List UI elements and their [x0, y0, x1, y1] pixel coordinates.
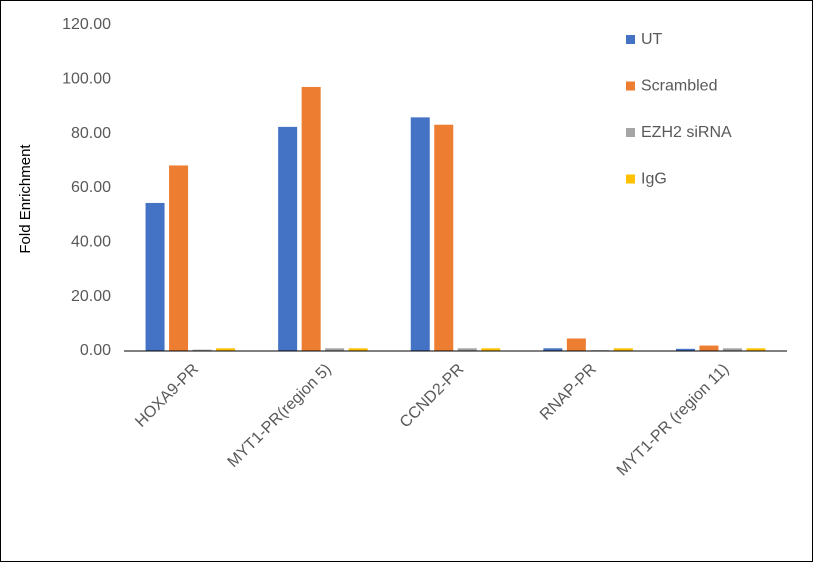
y-tick-label: 60.00 — [71, 179, 111, 196]
bar — [278, 126, 298, 351]
bar — [216, 348, 236, 351]
bar — [169, 165, 189, 351]
legend-swatch — [626, 81, 635, 91]
y-axis-ticks: 0.00 20.00 40.00 60.00 80.00 100.00 120.00 — [62, 16, 111, 359]
legend-label: Scrambled — [641, 78, 717, 95]
legend-swatch — [626, 35, 635, 44]
legend-swatch — [626, 174, 635, 184]
y-tick-label: 40.00 — [71, 234, 111, 251]
legend: UT Scrambled EZH2 siRNA IgG — [626, 31, 732, 188]
x-axis-category-labels: HOXA9-PR MYT1-PR(region 5) CCND2-PR RNAP-PR… — [132, 361, 732, 480]
bar — [145, 202, 165, 351]
bar — [746, 348, 766, 351]
x-tick-label: RNAP-PR — [537, 361, 600, 424]
y-tick-label: 20.00 — [71, 288, 111, 305]
x-tick-label: MYT1-PR (region 11) — [614, 361, 733, 480]
y-tick-label: 100.00 — [62, 71, 111, 88]
bar — [434, 124, 454, 352]
bar — [613, 348, 633, 351]
legend-label: UT — [641, 31, 663, 48]
y-tick-label: 80.00 — [71, 125, 111, 142]
bar — [566, 338, 586, 351]
bar — [675, 348, 695, 351]
bar — [457, 348, 477, 351]
legend-label: IgG — [641, 171, 667, 188]
bars — [145, 86, 766, 352]
x-tick-label: HOXA9-PR — [132, 361, 202, 431]
legend-swatch — [626, 128, 635, 137]
bar — [348, 348, 368, 351]
bar — [699, 345, 719, 351]
y-tick-label: 0.00 — [80, 342, 111, 359]
y-axis-title: Fold Enrichment — [17, 144, 34, 254]
bar — [722, 348, 742, 351]
y-tick-label: 120.00 — [62, 16, 111, 33]
legend-label: EZH2 siRNA — [641, 124, 732, 141]
bar — [325, 348, 345, 351]
x-tick-label: MYT1-PR(region 5) — [225, 361, 335, 471]
bar — [481, 348, 501, 351]
bar — [543, 348, 563, 351]
bar — [192, 349, 212, 351]
bar — [301, 86, 321, 351]
bar — [410, 117, 430, 351]
x-tick-label: CCND2-PR — [397, 361, 467, 431]
